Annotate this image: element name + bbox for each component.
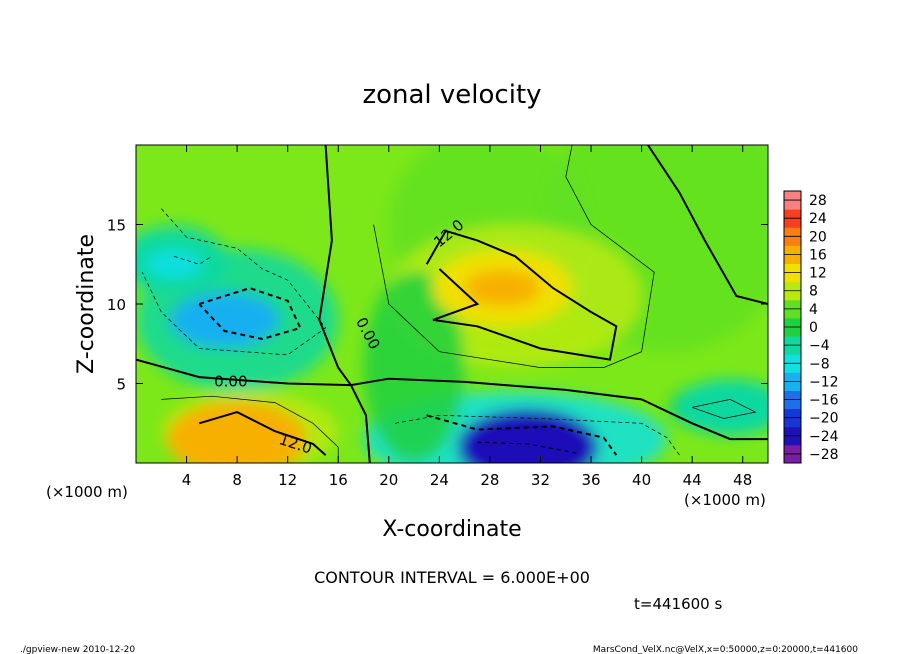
x-tick-label: 8	[232, 471, 242, 489]
x-unit-left: (×1000 m)	[46, 483, 128, 501]
y-tick-label: 5	[116, 376, 126, 394]
x-axis-ticks: 4 8 12 16 20 24 28 32 36 40 44 48	[182, 145, 752, 489]
colorbar-label: 20	[809, 229, 827, 245]
contour-line	[350, 384, 371, 463]
colorbar-label: 24	[809, 211, 827, 227]
colorbar-label: 0	[809, 320, 818, 336]
footer-right: MarsCond_VelX.nc@VelX,x=0:50000,z=0:2000…	[593, 645, 858, 654]
contour-line	[198, 411, 327, 456]
field-max-core	[199, 421, 276, 458]
contour-line	[692, 399, 757, 419]
contour-line	[161, 395, 339, 463]
x-tick-label: 44	[683, 471, 702, 489]
footer-left: ./gpview-new 2010-12-20	[20, 645, 135, 654]
colorbar-label: −28	[809, 447, 839, 463]
x-tick-label: 12	[278, 471, 297, 489]
field-min-core	[145, 250, 202, 279]
contour-lines	[136, 145, 768, 463]
contour-line	[136, 358, 768, 441]
colorbar-label: −20	[809, 411, 839, 427]
field-max-core	[464, 270, 541, 307]
colorbar-label: −16	[809, 393, 839, 409]
plot-area	[136, 145, 768, 463]
contour-label: 0.00	[214, 373, 247, 391]
x-tick-label: 28	[480, 471, 499, 489]
x-unit-right: (×1000 m)	[684, 491, 766, 509]
contour-line	[425, 229, 618, 361]
colorbar-label: −24	[809, 429, 839, 445]
y-axis-label: Z-coordinate	[74, 234, 99, 374]
x-tick-label: 16	[329, 471, 348, 489]
time-label: t=441600 s	[634, 595, 722, 613]
colorbar-label: 4	[809, 302, 818, 318]
x-tick-label: 4	[182, 471, 192, 489]
contour-line	[141, 208, 327, 356]
colorbar-label: 28	[809, 193, 827, 209]
colorbar-label: 12	[809, 266, 827, 282]
velocity-field	[136, 145, 768, 463]
colorbar: 28 24 20 16 12 8 4 0 −4 −8 −12 −16 −20 −24 −28	[783, 190, 839, 464]
field-min-core	[489, 429, 566, 463]
contour-line	[426, 414, 618, 456]
x-tick-label: 36	[581, 471, 600, 489]
colorbar-label: −4	[809, 338, 830, 354]
x-axis-label: X-coordinate	[382, 517, 521, 542]
x-tick-label: 32	[531, 471, 550, 489]
contour-line	[395, 414, 680, 456]
contour-line	[318, 145, 352, 386]
colorbar-label: −12	[809, 374, 839, 390]
x-tick-label: 20	[379, 471, 398, 489]
y-tick-label: 15	[107, 217, 126, 235]
colorbar-label: 16	[809, 247, 827, 263]
contour-line	[198, 287, 302, 341]
contour-line	[173, 255, 212, 265]
x-tick-label: 40	[632, 471, 651, 489]
chart-title: zonal velocity	[362, 80, 541, 110]
colorbar-label: 8	[809, 284, 818, 300]
contour-line	[647, 145, 768, 305]
contour-interval: CONTOUR INTERVAL = 6.000E+00	[314, 568, 590, 587]
colorbar-label: −8	[809, 356, 830, 372]
y-tick-label: 10	[107, 296, 126, 314]
contour-line	[477, 441, 579, 454]
x-tick-label: 24	[430, 471, 449, 489]
contour-line	[373, 145, 655, 368]
y-axis-ticks: 5 10 15	[107, 217, 768, 394]
x-tick-label: 48	[733, 471, 752, 489]
field-min-core	[196, 305, 253, 334]
